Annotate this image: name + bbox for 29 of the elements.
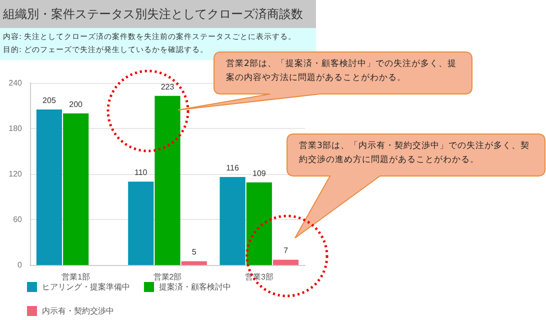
legend-label: ヒアリング・提案準備中 xyxy=(42,282,130,292)
legend-label: 内示有・契約交渉中 xyxy=(42,306,114,316)
data-label: 200 xyxy=(69,100,84,109)
data-label: 7 xyxy=(284,246,289,256)
y-tick-label: 180 xyxy=(8,124,23,133)
bar xyxy=(128,182,154,265)
bar xyxy=(63,113,89,265)
bar xyxy=(272,260,299,265)
data-label: 110 xyxy=(134,168,148,178)
bar xyxy=(246,182,272,265)
text: 営業2部は、「提案済・顧客検討中」での失注が多く、提案の内容や方法に問題があることがわかる。 xyxy=(225,58,458,85)
x-tick-label: 営業2部 xyxy=(153,272,182,282)
legend-label: 提案済・顧客検討中 xyxy=(159,282,231,292)
bar xyxy=(36,110,62,265)
chart-title: 組織別・案件ステータス別失注としてクローズ済商談数 xyxy=(0,0,316,28)
bar xyxy=(181,261,207,265)
y-tick-label: 60 xyxy=(13,215,23,224)
data-label: 109 xyxy=(252,168,266,178)
data-label: 205 xyxy=(42,96,56,106)
x-tick-label: 営業1部 xyxy=(62,272,90,282)
y-tick-label: 0 xyxy=(18,260,23,270)
bar xyxy=(154,96,180,265)
data-label: 5 xyxy=(192,248,197,257)
data-label: 223 xyxy=(160,82,175,92)
annotation: 営業3部は、「内示有・契約交渉中」での失注が多く、契約交渉の進め方に問題があることがわかる。 xyxy=(298,140,530,167)
y-tick-label: 120 xyxy=(8,170,23,178)
data-label: 116 xyxy=(226,164,240,173)
bar xyxy=(220,177,246,265)
y-tick-label: 240 xyxy=(8,78,23,88)
